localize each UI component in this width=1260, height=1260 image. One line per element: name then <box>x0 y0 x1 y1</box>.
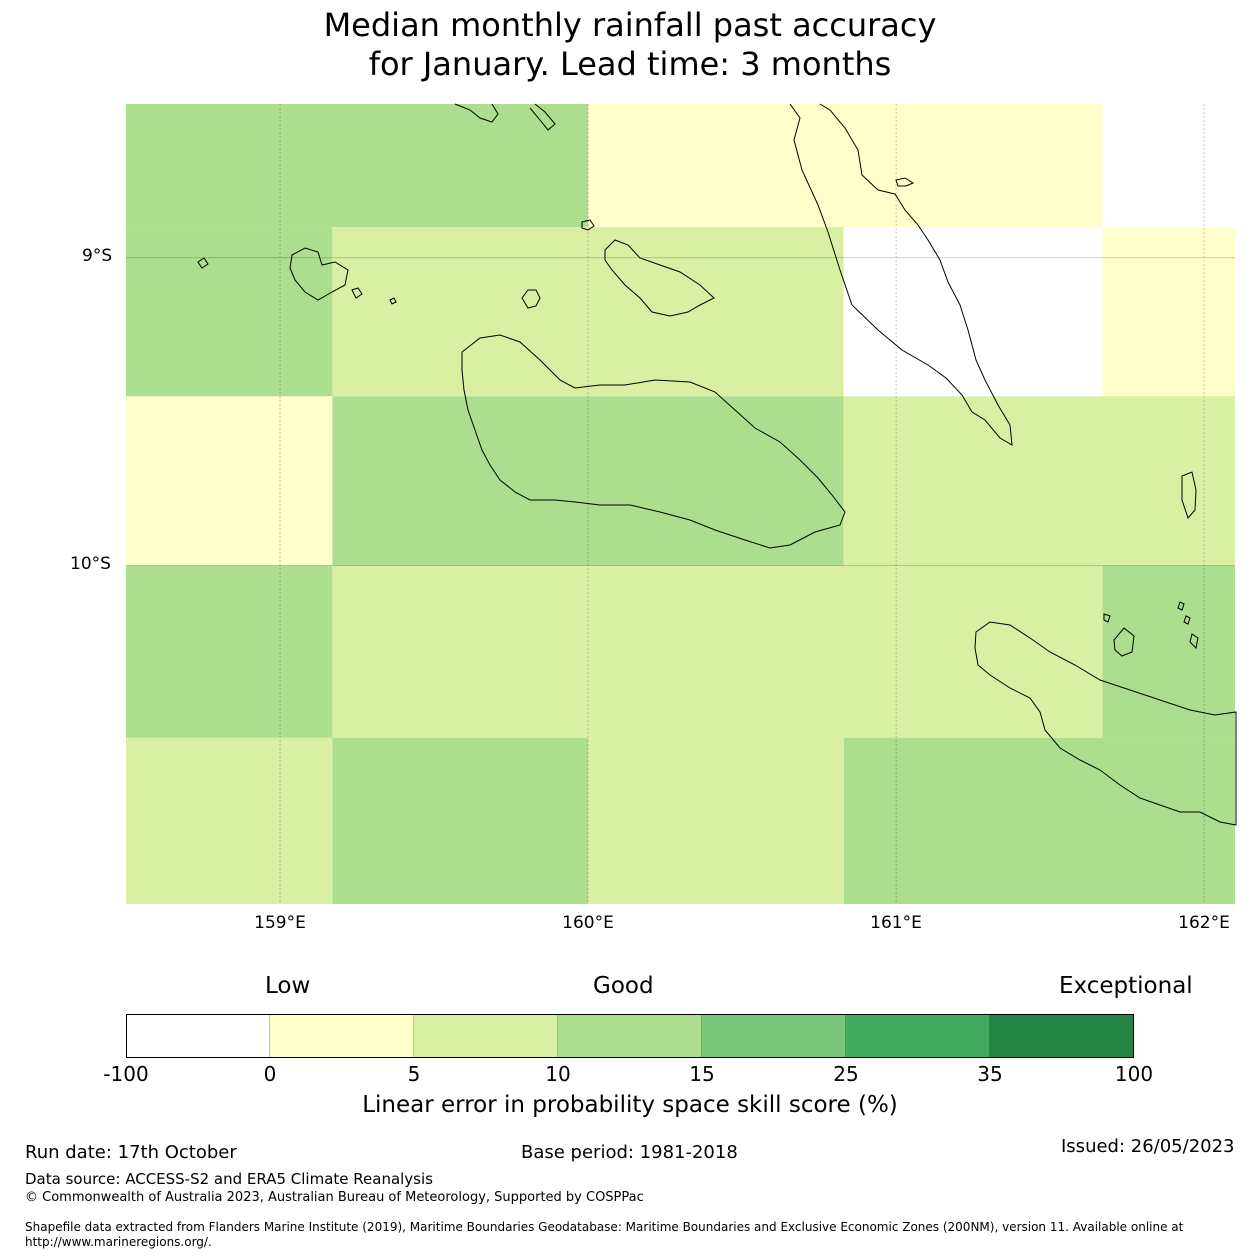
colorbar-tick-5: 25 <box>833 1062 859 1086</box>
coastlines <box>197 103 1237 826</box>
coastline-islet-b <box>1177 601 1185 611</box>
score-cell-11 <box>332 565 1103 738</box>
issued-date: Issued: 26/05/2023 <box>1061 1136 1235 1157</box>
coastline-east-islet <box>1181 471 1197 519</box>
legend-category-low: Low <box>265 973 311 999</box>
score-cell-0 <box>126 104 589 228</box>
data-source: Data source: ACCESS-S2 and ERA5 Climate … <box>25 1170 433 1188</box>
score-cells <box>126 104 1235 904</box>
score-cell-10 <box>126 565 333 738</box>
colorbar-segment-2 <box>414 1014 558 1058</box>
colorbar-tick-7: 100 <box>1114 1062 1154 1086</box>
coastline-isabel-islet <box>895 177 915 187</box>
score-cell-8 <box>332 396 844 566</box>
colorbar-label: Linear error in probability space skill … <box>362 1092 898 1118</box>
score-cell-5 <box>843 227 1103 397</box>
score-cell-4 <box>332 227 844 397</box>
lon-label-161e: 161°E <box>870 913 922 933</box>
coastline-guadalcanal <box>461 334 846 549</box>
score-cell-9 <box>843 396 1235 566</box>
score-cell-12 <box>1102 565 1235 738</box>
coastline-santa-isabel <box>789 103 1013 446</box>
copyright: © Commonwealth of Australia 2023, Austra… <box>25 1190 644 1205</box>
lat-label-9s: 9°S <box>82 246 113 266</box>
lon-label-160e: 160°E <box>562 913 614 933</box>
coastline-russell-islands <box>289 247 349 301</box>
colorbar-segment-0 <box>126 1014 270 1058</box>
coastline-florida-islet <box>581 219 595 231</box>
colorbar-tick-6: 35 <box>977 1062 1003 1086</box>
coastline-russell-islet-1 <box>197 257 209 269</box>
score-cell-3 <box>126 227 333 397</box>
base-period: Base period: 1981-2018 <box>521 1142 738 1163</box>
colorbar-segment-3 <box>558 1014 702 1058</box>
colorbar-tick-1: 0 <box>263 1062 277 1086</box>
colorbar-segment-1 <box>270 1014 414 1058</box>
coastline-makira <box>974 621 1237 826</box>
colorbar-tick-0: -100 <box>103 1062 149 1086</box>
colorbar-tick-4: 15 <box>689 1062 715 1086</box>
lon-label-159e: 159°E <box>254 913 306 933</box>
colorbar-tick-3: 10 <box>545 1062 571 1086</box>
coastline-florida-islands <box>604 239 715 317</box>
coastline-russell-islet-2 <box>351 287 363 299</box>
coastline-ulawa <box>1113 627 1135 657</box>
skill-map <box>126 103 1237 904</box>
colorbar-tick-2: 5 <box>407 1062 421 1086</box>
score-cell-16 <box>843 737 1235 904</box>
shapefile-credit: Shapefile data extracted from Flanders M… <box>25 1220 1184 1249</box>
run-date: Run date: 17th October <box>25 1142 237 1163</box>
score-cell-14 <box>332 737 589 904</box>
chart-title-line2: for January. Lead time: 3 months <box>368 45 892 83</box>
score-cell-7 <box>126 396 333 566</box>
coastline-top-island-1 <box>454 103 499 123</box>
coastline-russell-islet-3 <box>389 297 397 305</box>
lon-label-162e: 162°E <box>1178 913 1230 933</box>
coastline-islet-c <box>1183 615 1191 625</box>
legend-category-exceptional: Exceptional <box>1059 973 1193 999</box>
coastline-islet-a <box>1103 613 1111 623</box>
coastline-islet-d <box>1189 633 1199 650</box>
colorbar-segment-4 <box>702 1014 846 1058</box>
chart-title-line1: Median monthly rainfall past accuracy <box>323 6 937 44</box>
score-cell-15 <box>588 737 844 904</box>
colorbar-segment-6 <box>990 1014 1134 1058</box>
coastline-top-island-2 <box>529 103 556 131</box>
colorbar-frame <box>126 1014 1134 1058</box>
score-cell-2 <box>1102 104 1235 228</box>
colorbar-segment-5 <box>846 1014 990 1058</box>
score-cell-13 <box>126 737 333 904</box>
score-cell-6 <box>1102 227 1235 397</box>
coastline-savo <box>521 289 541 309</box>
legend-category-good: Good <box>593 973 654 999</box>
lat-label-10s: 10°S <box>70 554 111 574</box>
score-cell-1 <box>588 104 1103 228</box>
